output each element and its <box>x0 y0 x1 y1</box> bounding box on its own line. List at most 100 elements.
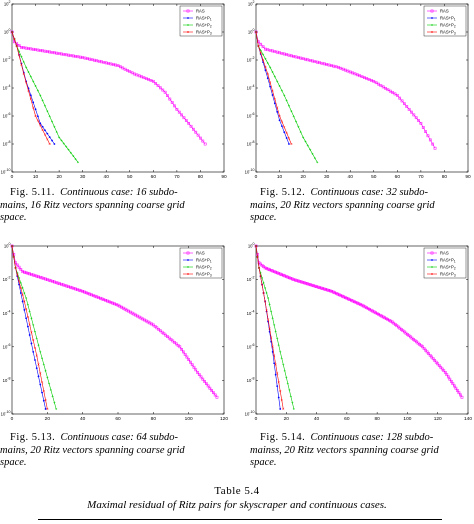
data-point <box>48 142 51 146</box>
data-point <box>88 292 92 296</box>
data-point <box>183 353 187 356</box>
data-point <box>374 311 377 315</box>
data-point <box>185 355 189 359</box>
data-point <box>41 391 43 394</box>
data-point <box>54 281 58 284</box>
data-point <box>304 140 307 143</box>
data-point <box>10 244 14 248</box>
series-ras <box>254 244 464 399</box>
data-point <box>386 318 390 321</box>
data-point <box>29 98 32 101</box>
data-point <box>111 301 115 305</box>
data-point <box>437 364 441 367</box>
data-point <box>187 121 191 125</box>
data-point <box>276 337 279 340</box>
data-point <box>35 337 38 340</box>
data-point <box>154 82 158 85</box>
data-point <box>25 81 28 84</box>
data-point <box>12 255 15 259</box>
data-point <box>290 110 293 113</box>
x-tick-label: 60 <box>151 174 157 180</box>
data-point <box>113 302 116 306</box>
data-point <box>27 89 30 92</box>
y-tick-label: 10-6 <box>247 112 255 119</box>
y-tick-label: 10-4 <box>247 309 255 316</box>
data-point <box>426 134 430 138</box>
data-point <box>29 94 32 97</box>
data-point <box>454 386 458 390</box>
data-point <box>276 106 279 109</box>
data-point <box>371 309 374 313</box>
data-point <box>285 376 288 379</box>
data-point <box>186 9 190 13</box>
data-point <box>419 121 423 125</box>
x-tick-label: 50 <box>127 174 133 180</box>
data-point <box>431 259 433 261</box>
data-point <box>261 58 265 62</box>
data-point <box>39 350 42 353</box>
data-point <box>424 130 427 133</box>
data-point <box>278 114 281 118</box>
y-tick-label: 102 <box>248 0 255 7</box>
caption-line-2: mains, 20 Ritz vectors spanning coarse g… <box>250 199 435 211</box>
data-point <box>268 303 271 306</box>
data-point <box>180 113 183 117</box>
data-point <box>302 136 305 139</box>
data-point <box>21 293 24 296</box>
data-point <box>261 276 264 279</box>
data-point <box>28 334 31 336</box>
data-point <box>427 352 430 355</box>
data-point <box>312 284 315 288</box>
x-tick-label: 60 <box>395 174 401 180</box>
data-point <box>430 251 434 255</box>
data-point <box>33 274 37 277</box>
legend-label: RAS <box>440 251 449 256</box>
data-point <box>271 269 275 273</box>
data-point <box>342 295 346 299</box>
data-point <box>372 310 376 314</box>
caption-label: Fig. 5.14. <box>260 432 306 443</box>
data-point <box>17 265 21 269</box>
figure-5-11: 0 10 20 30 40 50 60 70 80 90 10-10 10-8 10-6 10-4 10-2… <box>0 0 230 182</box>
data-point <box>425 350 429 354</box>
y-tick-label: 10-4 <box>3 84 11 91</box>
data-point <box>67 285 70 288</box>
data-point <box>201 377 205 381</box>
caption-5-11: Fig. 5.11. Continuous case: 16 subdo- ma… <box>0 187 228 225</box>
y-tick-label: 100 <box>248 28 255 35</box>
data-point <box>369 308 373 312</box>
data-point <box>25 317 28 320</box>
data-point <box>431 266 433 268</box>
data-point <box>189 360 192 364</box>
figure-5-13: 0 20 40 60 80 100 120 10-10 10-8 10-6 10-4 10-2 100 R… <box>0 242 230 424</box>
caption-line-1: Continuous case: 16 subdo- <box>60 187 178 198</box>
data-point <box>14 266 17 269</box>
data-point <box>42 363 45 366</box>
data-point <box>26 315 29 318</box>
data-point <box>26 303 29 306</box>
data-point <box>104 298 107 302</box>
data-point <box>336 292 340 296</box>
data-point <box>44 408 47 410</box>
data-point <box>32 80 35 83</box>
y-tick-label: 102 <box>4 0 11 7</box>
series-ras-p2 <box>11 31 79 164</box>
data-point <box>280 398 283 402</box>
data-point <box>28 323 31 326</box>
data-point <box>170 101 174 104</box>
data-point <box>295 120 298 123</box>
data-point <box>433 146 437 150</box>
data-point <box>269 85 272 88</box>
data-point <box>278 119 281 122</box>
data-point <box>184 119 188 122</box>
x-tick-label: 100 <box>403 416 411 422</box>
y-tick-label: 10-10 <box>1 410 11 417</box>
data-point <box>300 280 303 284</box>
x-tick-label: 0 <box>255 174 258 180</box>
data-point <box>434 360 438 364</box>
data-point <box>159 86 162 90</box>
data-point <box>262 281 265 284</box>
data-point <box>265 309 268 312</box>
legend-label: RAS <box>196 251 205 256</box>
series-ras-p3 <box>10 30 51 146</box>
